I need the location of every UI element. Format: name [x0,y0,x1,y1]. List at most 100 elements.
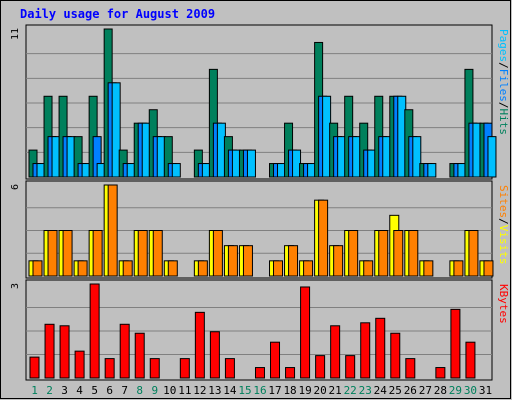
bar-kbytes-day-20 [315,355,326,379]
bar-kbytes-day-7 [119,323,130,379]
legend-item-visits: Visits [497,225,510,265]
bar-kbytes-day-21 [330,325,341,379]
x-tick-label-day-24: 24 [374,384,388,397]
bar-sites-day-27 [423,260,434,277]
bar-sites-day-30 [468,230,479,277]
x-tick-label-day-23: 23 [359,384,372,397]
bar-pages-day-26 [412,136,422,178]
x-tick-label-day-20: 20 [314,384,327,397]
panel-visits-sites: 6 Sites/Visits [10,180,510,279]
panel-frame [25,279,493,381]
legend-visits-sites: Sites/Visits [497,185,510,265]
bar-sites-day-31 [483,260,494,277]
bar-sites-day-24 [378,230,389,277]
bar-kbytes-day-23 [360,322,371,379]
panel-hits-files-pages: 11 Pages/Files/Hits [10,24,510,180]
legend-separator: / [497,102,510,109]
bar-sites-day-17 [273,260,284,277]
bar-kbytes-day-9 [149,358,160,379]
bar-sites-day-1 [32,260,43,277]
bar-sites-day-20 [318,199,329,277]
bar-kbytes-day-2 [44,323,55,379]
chart-title: Daily usage for August 2009 [20,7,215,21]
x-tick-label-day-7: 7 [121,384,128,397]
x-tick-label-day-21: 21 [329,384,342,397]
bar-kbytes-day-19 [300,286,311,379]
x-tick-label-day-6: 6 [106,384,113,397]
x-tick-label-day-2: 2 [46,384,53,397]
legend-separator: / [497,62,510,69]
x-tick-label-day-27: 27 [419,384,432,397]
x-tick-label-day-15: 15 [238,384,251,397]
x-tick-label-day-22: 22 [344,384,357,397]
bar-kbytes-day-3 [59,325,70,379]
bar-kbytes-day-25 [390,332,401,379]
x-tick-label-day-1: 1 [31,384,38,397]
bar-sites-day-21 [333,245,344,277]
bar-pages-day-27 [427,163,437,178]
x-tick-label-day-4: 4 [76,384,83,397]
bar-kbytes-day-22 [345,355,356,379]
panel-frame [25,24,493,180]
bar-sites-day-26 [408,230,419,277]
bar-pages-day-31 [487,136,497,178]
x-tick-label-day-12: 12 [193,384,206,397]
bar-sites-day-18 [288,245,299,277]
bar-sites-day-3 [62,230,73,277]
x-tick-label-day-13: 13 [208,384,221,397]
x-tick-label-day-17: 17 [268,384,281,397]
y-axis-max-label: 11 [10,28,21,40]
legend-item-hits: Hits [497,109,510,136]
legend-separator: / [497,218,510,225]
bar-pages-day-15 [246,149,256,178]
bar-sites-day-22 [348,230,359,277]
bar-sites-day-13 [212,230,223,277]
bar-sites-day-9 [152,230,163,277]
bar-kbytes-day-13 [209,331,220,379]
legend-item-pages: Pages [497,29,510,62]
bar-sites-day-5 [92,230,103,277]
legend-item-kbytes: KBytes [497,284,510,324]
legend-kbytes: KBytes [497,284,510,324]
x-tick-label-day-31: 31 [479,384,492,397]
x-tick-label-day-30: 30 [464,384,477,397]
bar-kbytes-day-11 [179,358,190,379]
x-tick-label-day-10: 10 [163,384,176,397]
bar-sites-day-7 [122,260,133,277]
bar-kbytes-day-8 [134,332,145,379]
bar-pages-day-6 [111,82,121,178]
x-tick-label-day-16: 16 [253,384,266,397]
bar-sites-day-25 [393,230,404,277]
bar-kbytes-day-30 [465,341,476,379]
bar-kbytes-day-29 [450,308,461,379]
bar-kbytes-day-28 [435,367,446,379]
legend-hits-files-pages: Pages/Files/Hits [497,29,510,135]
bar-sites-day-12 [197,260,208,277]
bar-sites-day-29 [453,260,464,277]
x-tick-label-day-19: 19 [298,384,311,397]
bar-kbytes-day-6 [104,358,115,379]
x-tick-label-day-29: 29 [449,384,462,397]
x-tick-label-day-9: 9 [151,384,158,397]
bar-kbytes-day-26 [405,358,416,379]
x-axis-tick-labels: 1 2 3 4 5 6 7 8 9 10 11 12 13 14 15 16 17 18 19 20 21 22 23 24 2… [31,384,492,397]
x-tick-label-day-5: 5 [91,384,98,397]
bar-kbytes-day-12 [194,311,205,379]
bar-kbytes-day-17 [270,341,281,379]
x-tick-label-day-3: 3 [61,384,68,397]
bar-sites-day-19 [303,260,314,277]
x-tick-label-day-28: 28 [434,384,447,397]
x-tick-label-day-18: 18 [283,384,296,397]
bar-sites-day-2 [47,230,58,277]
x-tick-label-day-14: 14 [223,384,237,397]
bar-kbytes-day-5 [89,283,100,379]
panel-frame [25,180,493,279]
bar-kbytes-day-24 [375,317,386,379]
bar-sites-day-8 [137,230,148,277]
x-tick-label-day-26: 26 [404,384,417,397]
